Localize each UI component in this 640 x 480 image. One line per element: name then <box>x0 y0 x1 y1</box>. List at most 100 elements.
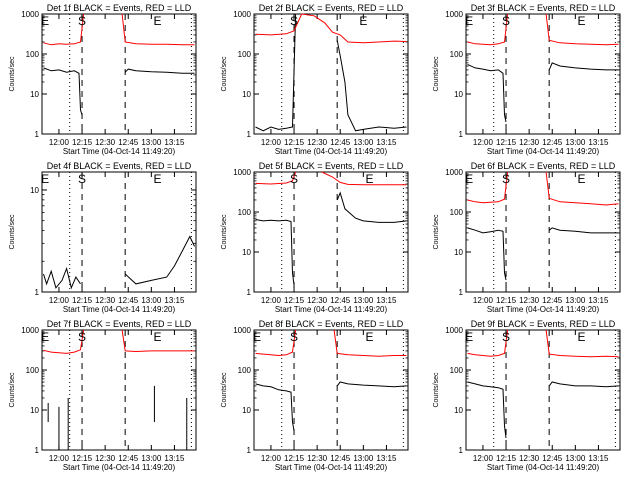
det3-ytick-label-1000: 1000 <box>445 10 463 19</box>
det4-plot-frame <box>41 171 197 293</box>
det9-ytick-label-10: 10 <box>454 406 463 415</box>
det8-xtick-label-3: 12:45 <box>330 454 351 463</box>
det3-events-line <box>467 63 507 123</box>
det8-xtick-label-5: 13:15 <box>376 454 397 463</box>
det6-lld-line <box>467 171 509 204</box>
det5-xlabel: Start Time (04-Oct-14 11:49:20) <box>275 305 388 314</box>
det6-xtick-label-1: 12:15 <box>496 296 517 305</box>
det2-lld-line <box>255 13 407 44</box>
det8-plot-frame <box>253 329 409 451</box>
det2-xtick-label-3: 12:45 <box>330 138 351 147</box>
det6-xtick-label-5: 13:15 <box>588 296 609 305</box>
det9-lld-line <box>467 329 509 357</box>
det2-events-line-post <box>336 40 407 132</box>
det9-ylabel: Counts/sec <box>433 372 440 408</box>
det2-ytick-label-1: 1 <box>247 130 252 139</box>
det3-marker-e-end: E <box>577 14 585 28</box>
det7-plot-frame <box>41 329 197 451</box>
det4-xlabel: Start Time (04-Oct-14 11:49:20) <box>63 305 176 314</box>
det2-ytick-label-10: 10 <box>242 90 251 99</box>
det3-xtick-label-5: 13:15 <box>588 138 609 147</box>
det2-xtick-label-0: 12:00 <box>261 138 282 147</box>
det6-marker-e-end: E <box>577 172 585 186</box>
det6-xtick-label-0: 12:00 <box>473 296 494 305</box>
det7-ytick-label-10: 10 <box>30 406 39 415</box>
det4-xtick-label-0: 12:00 <box>49 296 70 305</box>
det5-ytick-label-1000: 1000 <box>233 168 251 177</box>
det3-xtick-label-4: 13:00 <box>565 138 586 147</box>
det2-marker-s: S <box>290 14 298 28</box>
det6-events-line-post <box>548 227 619 234</box>
det4-marker-e-end: E <box>153 172 161 186</box>
det9-marker-e-end: E <box>577 330 585 344</box>
det9-ytick-label-1000: 1000 <box>445 326 463 335</box>
det7-title: Det 7f BLACK = Events, RED = LLD <box>47 319 192 329</box>
det3-xtick-label-0: 12:00 <box>473 138 494 147</box>
det1-xtick-label-5: 13:15 <box>164 138 185 147</box>
det5-xtick-label-4: 13:00 <box>353 296 374 305</box>
det8-xtick-label-0: 12:00 <box>261 454 282 463</box>
det1-xtick-label-3: 12:45 <box>118 138 139 147</box>
det2-xtick-label-4: 13:00 <box>353 138 374 147</box>
det7-xlabel: Start Time (04-Oct-14 11:49:20) <box>63 463 176 472</box>
det6-xtick-label-3: 12:45 <box>542 296 563 305</box>
det1-xlabel: Start Time (04-Oct-14 11:49:20) <box>63 147 176 156</box>
det4-events-line-post <box>124 235 195 285</box>
det7-lld-line-post <box>121 329 195 353</box>
det1-ytick-label-1: 1 <box>35 130 40 139</box>
det3-marker-e-start: E <box>465 14 473 28</box>
det8-events-line-post <box>336 381 407 388</box>
det5-ytick-label-100: 100 <box>238 208 252 217</box>
det7-xtick-label-4: 13:00 <box>141 454 162 463</box>
det8-title: Det 8f BLACK = Events, RED = LLD <box>259 319 404 329</box>
det2-events-line <box>255 13 297 132</box>
det5-xtick-label-0: 12:00 <box>261 296 282 305</box>
det7-ytick-label-1000: 1000 <box>21 326 39 335</box>
det9-xlabel: Start Time (04-Oct-14 11:49:20) <box>487 463 600 472</box>
det3-xlabel: Start Time (04-Oct-14 11:49:20) <box>487 147 600 156</box>
det7-xtick-label-1: 12:15 <box>72 454 93 463</box>
det3-ytick-label-10: 10 <box>454 90 463 99</box>
det6-marker-e-start: E <box>465 172 473 186</box>
det8-ytick-label-1000: 1000 <box>233 326 251 335</box>
det5-xtick-label-2: 12:30 <box>307 296 328 305</box>
det5-marker-e-end: E <box>365 172 373 186</box>
det2-xtick-label-2: 12:30 <box>307 138 328 147</box>
det6-plot-frame <box>465 171 621 293</box>
det7-ylabel: Counts/sec <box>9 372 16 408</box>
det2-ylabel: Counts/sec <box>221 56 228 92</box>
det1-marker-e-start: E <box>41 14 49 28</box>
det8-ytick-label-1: 1 <box>247 446 252 455</box>
det1-ytick-label-100: 100 <box>26 50 40 59</box>
det5-title: Det 5f BLACK = Events, RED = LLD <box>259 161 404 171</box>
det1-xtick-label-1: 12:15 <box>72 138 93 147</box>
det1-marker-e-end: E <box>153 14 161 28</box>
det1-ytick-label-10: 10 <box>30 90 39 99</box>
det5-ytick-label-1: 1 <box>247 288 252 297</box>
det3-events-line-post <box>548 62 619 71</box>
det8-xtick-label-1: 12:15 <box>284 454 305 463</box>
det7-lld-line <box>43 329 85 354</box>
det7-marker-e-start: E <box>41 330 49 344</box>
det7-xtick-label-0: 12:00 <box>49 454 70 463</box>
det5-plot-frame <box>253 171 409 293</box>
det8-marker-e-end: E <box>365 330 373 344</box>
det3-ylabel: Counts/sec <box>433 56 440 92</box>
det6-events-line <box>467 227 507 281</box>
det6-ytick-label-100: 100 <box>450 208 464 217</box>
det6-lld-line-post <box>545 171 619 206</box>
det6-ytick-label-1: 1 <box>459 288 464 297</box>
det6-marker-s: S <box>502 172 510 186</box>
det2-ytick-label-100: 100 <box>238 50 252 59</box>
det1-plot-frame <box>41 13 197 135</box>
det9-events-line <box>467 381 507 439</box>
det1-xtick-label-4: 13:00 <box>141 138 162 147</box>
det8-xtick-label-4: 13:00 <box>353 454 374 463</box>
det1-ylabel: Counts/sec <box>9 56 16 92</box>
det2-title: Det 2f BLACK = Events, RED = LLD <box>259 3 404 13</box>
det5-lld-line-post <box>321 171 407 186</box>
det2-xtick-label-5: 13:15 <box>376 138 397 147</box>
det4-xtick-label-4: 13:00 <box>141 296 162 305</box>
